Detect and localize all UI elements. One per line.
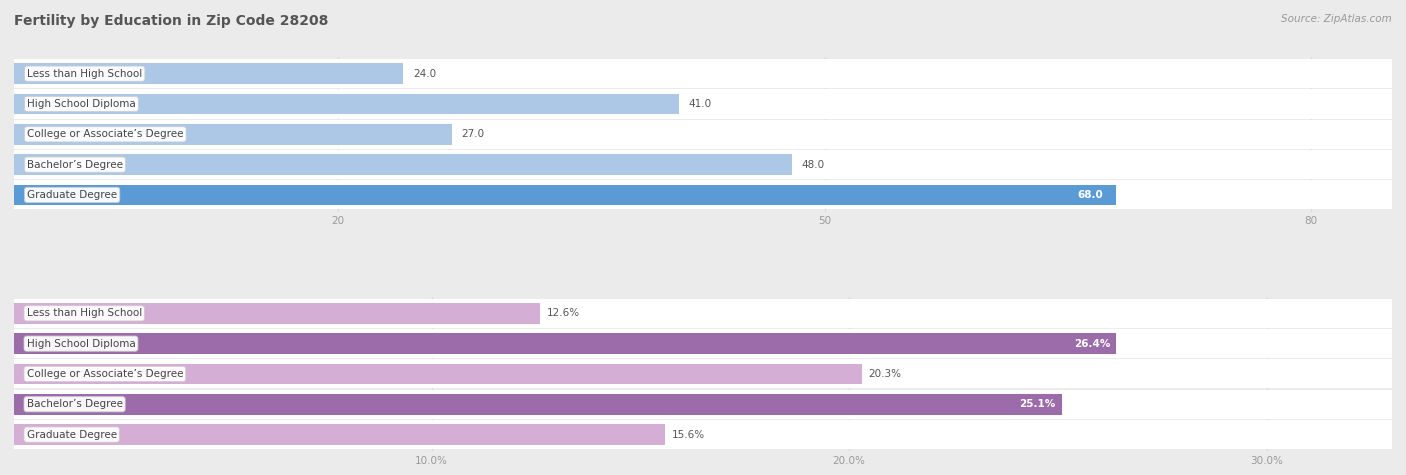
Text: 25.1%: 25.1% bbox=[1019, 399, 1056, 409]
Text: Less than High School: Less than High School bbox=[27, 308, 142, 318]
Text: 24.0: 24.0 bbox=[413, 69, 436, 79]
Text: High School Diploma: High School Diploma bbox=[27, 339, 135, 349]
Text: 48.0: 48.0 bbox=[801, 160, 825, 170]
Text: 20.3%: 20.3% bbox=[868, 369, 901, 379]
Text: Source: ZipAtlas.com: Source: ZipAtlas.com bbox=[1281, 14, 1392, 24]
Bar bbox=[14, 420, 1392, 449]
Text: College or Associate’s Degree: College or Associate’s Degree bbox=[27, 129, 184, 139]
Bar bbox=[14, 154, 792, 175]
Text: 68.0: 68.0 bbox=[1077, 190, 1104, 200]
Bar bbox=[14, 364, 862, 384]
Text: 26.4%: 26.4% bbox=[1074, 339, 1111, 349]
Bar bbox=[14, 329, 1392, 358]
Text: Graduate Degree: Graduate Degree bbox=[27, 429, 117, 439]
Text: High School Diploma: High School Diploma bbox=[27, 99, 136, 109]
Text: Bachelor’s Degree: Bachelor’s Degree bbox=[27, 160, 124, 170]
Bar bbox=[14, 124, 451, 144]
Bar bbox=[14, 120, 1392, 149]
Bar bbox=[14, 59, 1392, 88]
Bar bbox=[14, 360, 1392, 389]
Bar bbox=[14, 424, 665, 445]
Bar bbox=[14, 303, 540, 323]
Text: 27.0: 27.0 bbox=[461, 129, 485, 139]
Bar bbox=[14, 180, 1392, 209]
Bar bbox=[14, 150, 1392, 179]
Text: Less than High School: Less than High School bbox=[27, 69, 142, 79]
Bar bbox=[14, 299, 1392, 328]
Text: Graduate Degree: Graduate Degree bbox=[27, 190, 117, 200]
Bar bbox=[14, 185, 1116, 205]
Bar bbox=[14, 94, 679, 114]
Text: 15.6%: 15.6% bbox=[672, 429, 704, 439]
Text: 41.0: 41.0 bbox=[689, 99, 711, 109]
Text: 12.6%: 12.6% bbox=[547, 308, 579, 318]
Bar bbox=[14, 390, 1392, 419]
Text: Bachelor’s Degree: Bachelor’s Degree bbox=[27, 399, 122, 409]
Bar bbox=[14, 63, 404, 84]
Text: College or Associate’s Degree: College or Associate’s Degree bbox=[27, 369, 183, 379]
Text: Fertility by Education in Zip Code 28208: Fertility by Education in Zip Code 28208 bbox=[14, 14, 329, 28]
Bar bbox=[14, 333, 1116, 354]
Bar bbox=[14, 394, 1062, 415]
Bar bbox=[14, 89, 1392, 119]
